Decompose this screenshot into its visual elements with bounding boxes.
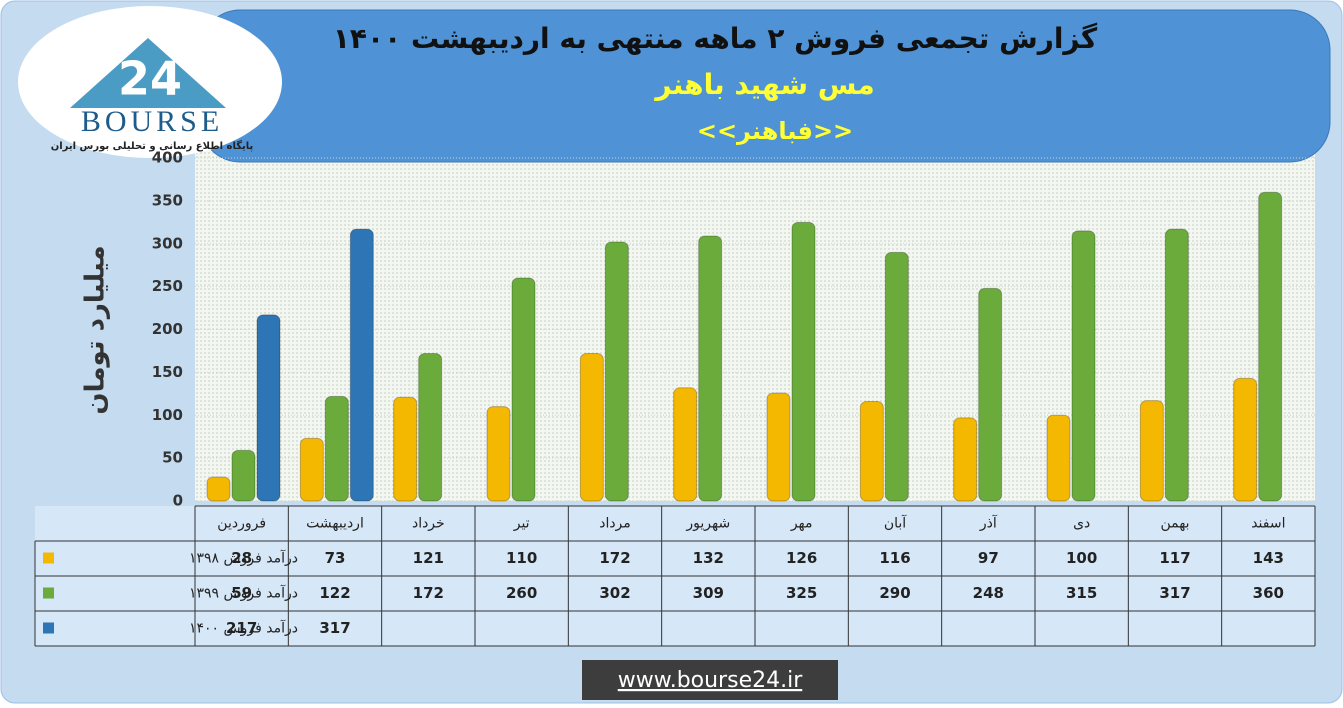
bar xyxy=(206,476,231,502)
y-tick-label: 300 xyxy=(152,234,183,252)
logo-triangle xyxy=(70,38,226,108)
legend-swatch xyxy=(43,622,54,634)
bar xyxy=(579,353,604,502)
x-tick-label: مهر xyxy=(790,516,813,532)
table-value: 28 xyxy=(231,549,252,567)
table-value: 172 xyxy=(599,549,630,567)
y-tick-label: 200 xyxy=(152,320,183,338)
y-tick-label: 150 xyxy=(152,363,183,381)
table-value: 315 xyxy=(1066,584,1097,602)
bar xyxy=(299,437,324,502)
bar xyxy=(859,401,884,502)
plot-area xyxy=(195,150,1315,501)
bar xyxy=(953,417,978,502)
bar xyxy=(884,251,909,502)
x-tick-label: تیر xyxy=(513,516,530,532)
legend-swatch xyxy=(43,552,54,564)
table-value: 248 xyxy=(973,584,1004,602)
bar xyxy=(791,221,816,502)
x-tick-label: شهریور xyxy=(685,516,730,532)
table-value: 260 xyxy=(506,584,537,602)
bar xyxy=(1046,414,1071,502)
table-value: 309 xyxy=(693,584,724,602)
x-tick-label: دی xyxy=(1073,516,1090,532)
footer-url[interactable]: www.bourse24.ir xyxy=(618,668,803,693)
table-value: 59 xyxy=(231,584,252,602)
title: گزارش تجمعی فروش ۲ ماهه منتهی به اردیبهش… xyxy=(333,22,1098,55)
table-value: 73 xyxy=(325,549,346,567)
y-tick-label: 350 xyxy=(152,191,183,209)
bar xyxy=(698,235,723,502)
logo-number: 24 xyxy=(118,52,182,106)
bar xyxy=(1139,400,1164,502)
table-value: 116 xyxy=(879,549,910,567)
table-value: 290 xyxy=(879,584,910,602)
table-value: 317 xyxy=(319,619,350,637)
table-value: 302 xyxy=(599,584,630,602)
x-tick-label: بهمن xyxy=(1160,516,1189,532)
company: مس شهید باهنر xyxy=(653,68,874,101)
bar xyxy=(1233,377,1258,502)
y-axis-label: میلیارد تومان xyxy=(81,245,111,414)
x-tick-label: اسفند xyxy=(1251,516,1285,532)
table-value: 121 xyxy=(413,549,444,567)
y-tick-label: 250 xyxy=(152,277,183,295)
table-value: 317 xyxy=(1159,584,1190,602)
x-tick-label: آبان xyxy=(884,515,907,532)
bar xyxy=(1071,230,1096,502)
table-value: 143 xyxy=(1253,549,1284,567)
x-tick-label: اردیبهشت xyxy=(306,516,364,532)
bar xyxy=(256,314,281,502)
bar xyxy=(324,395,349,502)
y-tick-label: 50 xyxy=(162,449,183,467)
y-tick-label: 400 xyxy=(152,149,183,167)
bar xyxy=(604,241,629,502)
legend-swatch xyxy=(43,587,54,599)
y-tick-label: 0 xyxy=(173,492,183,510)
x-tick-label: خرداد xyxy=(412,516,445,532)
bar xyxy=(1164,228,1189,502)
table-value: 122 xyxy=(319,584,350,602)
x-tick-label: آذر xyxy=(979,515,998,532)
table-value: 126 xyxy=(786,549,817,567)
table-value: 132 xyxy=(693,549,724,567)
bar xyxy=(1258,191,1283,502)
bar xyxy=(231,449,256,502)
y-tick-label: 100 xyxy=(152,406,183,424)
bar xyxy=(978,287,1003,502)
bar xyxy=(486,406,511,502)
table-value: 325 xyxy=(786,584,817,602)
table-value: 100 xyxy=(1066,549,1097,567)
x-tick-label: فروردین xyxy=(217,516,266,532)
table-value: 360 xyxy=(1253,584,1284,602)
symbol: <<فباهنر>> xyxy=(697,117,853,145)
table-value: 97 xyxy=(978,549,999,567)
legend-label: درآمد فروش ۱۴۰۰ xyxy=(189,620,298,637)
table-value: 217 xyxy=(226,619,257,637)
table-value: 172 xyxy=(413,584,444,602)
logo-tagline: پایگاه اطلاع رسانی و تحلیلی بورس ایران xyxy=(51,139,254,152)
bar xyxy=(673,387,698,502)
logo-name: BOURSE xyxy=(81,105,223,138)
x-tick-label: مرداد xyxy=(599,516,631,532)
bar xyxy=(766,392,791,502)
table-value: 110 xyxy=(506,549,537,567)
table-value: 117 xyxy=(1159,549,1190,567)
legend-label: درآمد فروش ۱۳۹۸ xyxy=(189,550,298,567)
legend-label: درآمد فروش ۱۳۹۹ xyxy=(189,585,298,602)
bar xyxy=(349,228,374,502)
bar xyxy=(393,396,418,502)
bar xyxy=(511,277,536,502)
bar xyxy=(418,353,443,502)
footer-box xyxy=(582,660,838,700)
